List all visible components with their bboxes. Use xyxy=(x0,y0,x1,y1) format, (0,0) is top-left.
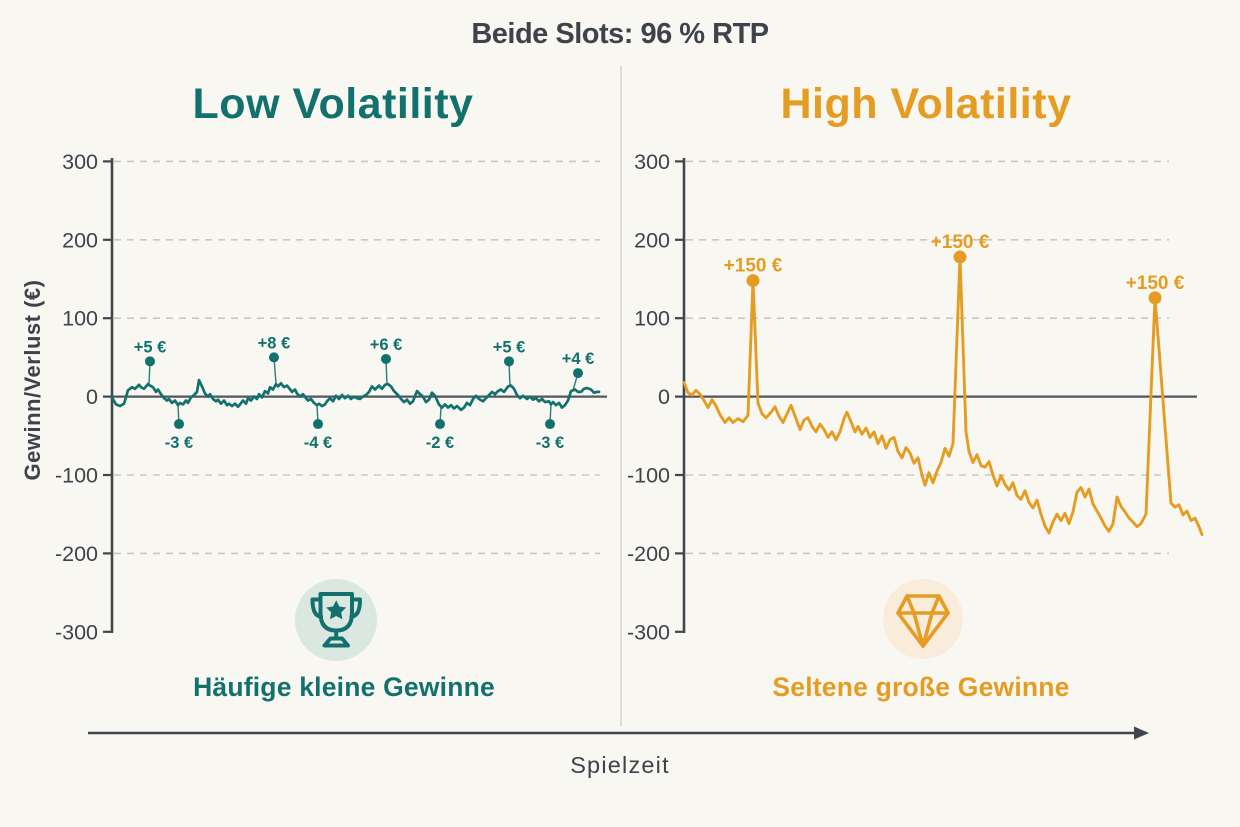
annotation-dot xyxy=(1148,291,1162,305)
diamond-outline xyxy=(896,594,950,648)
annotation-dot xyxy=(573,368,584,379)
y-tick-label: -200 xyxy=(627,542,670,566)
y-tick-label: 100 xyxy=(62,307,98,331)
time-axis-arrow xyxy=(88,726,1149,740)
y-tick-label: 200 xyxy=(62,228,98,252)
left-panel-title: Low Volatility xyxy=(192,80,474,128)
annotation-label: +5 € xyxy=(134,338,167,356)
arrow-head-icon xyxy=(1134,726,1149,740)
trophy-star xyxy=(326,600,347,620)
y-tick-label: -300 xyxy=(627,620,670,644)
right-caption: Seltene große Gewinne xyxy=(772,672,1070,702)
y-tick-label: -300 xyxy=(55,620,98,644)
trophy-icon xyxy=(295,579,377,661)
annotation-dot xyxy=(504,356,515,367)
annotation-dot xyxy=(746,274,760,288)
time-axis-label: Spielzeit xyxy=(570,752,670,778)
annotation-label: +150 € xyxy=(931,232,990,253)
left-caption: Häufige kleine Gewinne xyxy=(193,672,495,702)
annotation-label: +150 € xyxy=(1126,273,1185,294)
annotation-dot xyxy=(380,353,391,364)
annotation-label: -4 € xyxy=(304,434,332,452)
annotation-dot xyxy=(545,419,556,430)
y-tick-label: 100 xyxy=(634,307,670,331)
y-tick-label: 300 xyxy=(634,150,670,174)
annotation-label: +4 € xyxy=(562,350,595,368)
annotation-dot xyxy=(434,419,445,430)
frequent-wins-badge xyxy=(294,578,378,667)
badge-circle xyxy=(295,579,377,661)
main-title: Beide Slots: 96 % RTP xyxy=(471,18,769,50)
y-tick-label: 0 xyxy=(86,385,98,409)
series-line-high_volatility xyxy=(682,255,1204,537)
trophy-outline xyxy=(310,592,362,648)
annotation-dot xyxy=(953,250,967,264)
series-line-low_volatility xyxy=(110,378,601,412)
y-tick-label: 300 xyxy=(62,150,98,174)
badge-circle xyxy=(883,579,963,659)
y-tick-label: 200 xyxy=(634,228,670,252)
annotation-label: +5 € xyxy=(493,338,526,356)
annotation-label: -3 € xyxy=(536,434,564,452)
annotation-label: -3 € xyxy=(165,434,193,452)
annotation-label: +150 € xyxy=(724,256,783,277)
y-tick-label: -200 xyxy=(55,542,98,566)
rare-wins-badge xyxy=(883,579,963,664)
panel-divider xyxy=(620,66,622,726)
annotation-label: +6 € xyxy=(370,336,403,354)
annotation-label: +8 € xyxy=(258,334,291,352)
y-tick-label: -100 xyxy=(627,464,670,488)
diamond-icon xyxy=(883,579,963,659)
annotation-label: -2 € xyxy=(426,434,454,452)
annotation-dot xyxy=(144,356,155,367)
annotation-dot xyxy=(268,352,279,363)
right-panel-title: High Volatility xyxy=(780,80,1072,128)
chart-low_volatility: 300 200 100 0 -100 -200 -300 +5 € -3 € +8 € -4 € +6… xyxy=(55,150,607,644)
chart-high_volatility: 300 200 100 0 -100 -200 -300 +150 € +150 € +150 € xyxy=(627,150,1204,644)
y-tick-label: -100 xyxy=(55,464,98,488)
annotation-dot xyxy=(174,419,185,430)
y-tick-label: 0 xyxy=(658,385,670,409)
annotation-dot xyxy=(313,419,324,430)
